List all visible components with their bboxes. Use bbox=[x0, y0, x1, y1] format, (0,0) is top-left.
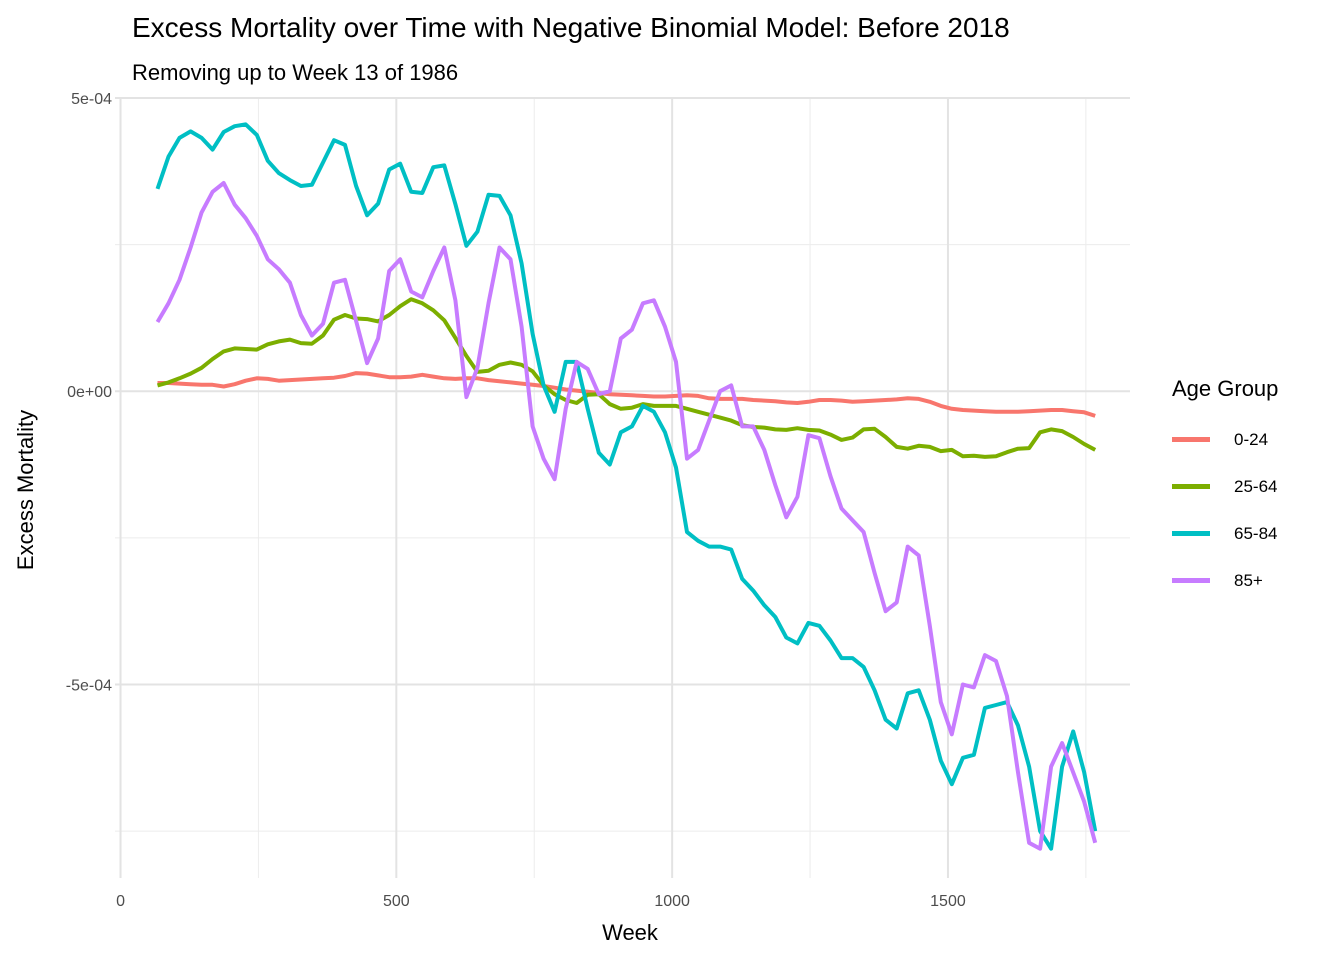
legend-swatch bbox=[1172, 531, 1210, 536]
legend-label: 0-24 bbox=[1234, 429, 1269, 449]
series-lines bbox=[155, 122, 1098, 851]
x-axis-title: Week bbox=[602, 920, 659, 945]
legend-item: 25-64 bbox=[1172, 463, 1278, 510]
legend-swatch bbox=[1172, 484, 1210, 489]
legend: Age Group 0-24 25-64 65-84 85+ bbox=[1172, 376, 1278, 604]
legend-items: 0-24 25-64 65-84 85+ bbox=[1172, 416, 1278, 604]
y-tick-label: -5e-04 bbox=[66, 677, 112, 694]
axis-ticks: 0 500 1000 1500 5e-04 0e+00 -5e-04 bbox=[66, 91, 966, 910]
x-tick-label: 0 bbox=[116, 893, 125, 910]
x-tick-label: 1000 bbox=[654, 893, 690, 910]
series-line-65-84 bbox=[155, 122, 1098, 851]
series-line-85+ bbox=[155, 181, 1098, 851]
legend-label: 65-84 bbox=[1234, 523, 1278, 543]
series-line-25-64 bbox=[156, 297, 1097, 459]
legend-swatch bbox=[1172, 578, 1210, 583]
y-axis-title: Excess Mortality bbox=[13, 410, 38, 570]
grid-lines bbox=[115, 97, 1130, 878]
legend-label: 85+ bbox=[1234, 570, 1263, 590]
legend-swatch bbox=[1172, 437, 1210, 442]
legend-item: 65-84 bbox=[1172, 510, 1278, 557]
y-tick-label: 0e+00 bbox=[67, 384, 112, 401]
x-tick-label: 1500 bbox=[930, 893, 966, 910]
y-tick-label: 5e-04 bbox=[71, 91, 112, 108]
legend-label: 25-64 bbox=[1234, 476, 1278, 496]
series-line-0-24 bbox=[157, 371, 1096, 418]
x-tick-label: 500 bbox=[383, 893, 410, 910]
legend-item: 0-24 bbox=[1172, 416, 1278, 463]
legend-title: Age Group bbox=[1172, 376, 1279, 401]
legend-item: 85+ bbox=[1172, 557, 1278, 604]
chart-subtitle: Removing up to Week 13 of 1986 bbox=[132, 60, 459, 85]
chart-title: Excess Mortality over Time with Negative… bbox=[132, 12, 1010, 43]
